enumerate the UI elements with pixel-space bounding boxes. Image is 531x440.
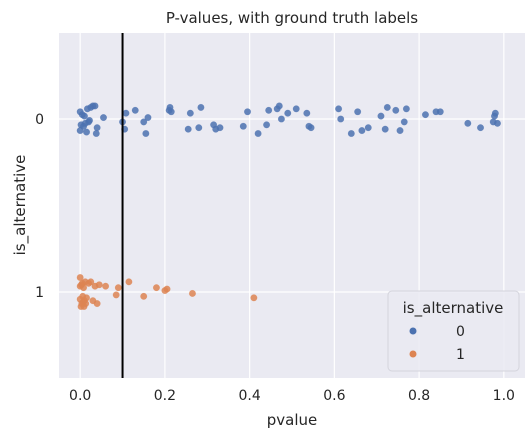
data-point-0 [144, 114, 152, 122]
x-tick-label: 0.0 [69, 388, 91, 404]
data-point-1 [152, 284, 160, 292]
legend-title: is_alternative [403, 299, 504, 318]
data-point-0 [82, 128, 91, 136]
data-point-0 [265, 106, 273, 114]
data-point-0 [421, 111, 429, 119]
data-point-0 [91, 102, 99, 110]
data-point-0 [284, 109, 292, 117]
data-point-0 [347, 129, 355, 138]
data-point-0 [216, 124, 224, 132]
data-point-0 [436, 108, 444, 116]
data-point-0 [93, 124, 101, 132]
x-tick-label: 0.6 [323, 388, 345, 404]
data-point-0 [167, 108, 175, 116]
data-point-1 [87, 278, 95, 286]
data-point-0 [335, 105, 343, 113]
legend-marker-1 [409, 350, 417, 358]
data-point-0 [85, 116, 94, 124]
data-point-0 [307, 124, 315, 132]
data-point-0 [464, 119, 472, 127]
data-point-0 [277, 115, 285, 123]
data-point-0 [243, 108, 252, 116]
data-point-0 [195, 124, 203, 132]
data-point-0 [80, 112, 88, 120]
data-point-1 [188, 289, 196, 298]
data-point-0 [493, 119, 502, 127]
data-point-1 [102, 282, 110, 290]
data-point-0 [303, 109, 311, 117]
data-point-0 [184, 125, 192, 133]
data-point-1 [125, 278, 133, 286]
data-point-0 [354, 108, 362, 116]
data-point-0 [377, 112, 385, 120]
data-point-0 [358, 127, 366, 135]
data-point-0 [337, 115, 345, 123]
data-points [76, 102, 502, 311]
data-point-0 [239, 122, 247, 130]
x-tick-labels: 0.0 0.2 0.4 0.6 0.8 1.0 [69, 388, 515, 404]
data-point-1 [163, 285, 171, 293]
y-tick-labels: 01 [35, 112, 44, 301]
data-point-0 [381, 125, 389, 133]
data-point-1 [114, 284, 122, 292]
data-point-0 [392, 106, 400, 114]
data-point-0 [491, 109, 499, 117]
data-point-0 [364, 124, 372, 132]
data-point-1 [93, 300, 101, 308]
data-point-0 [383, 103, 391, 111]
x-tick-label: 0.8 [408, 388, 430, 404]
x-axis-label: pvalue [267, 411, 318, 429]
chart-title: P-values, with ground truth labels [166, 9, 418, 27]
data-point-0 [400, 118, 408, 126]
x-tick-label: 1.0 [493, 388, 515, 404]
data-point-0 [122, 109, 130, 117]
grid-lines [59, 33, 525, 378]
y-tick-label: 0 [35, 112, 44, 128]
data-point-0 [263, 121, 271, 129]
data-point-0 [131, 106, 139, 114]
y-axis-label: is_alternative [11, 155, 30, 256]
legend-label-0: 0 [456, 324, 465, 340]
x-tick-label: 0.4 [239, 388, 261, 404]
data-point-0 [142, 129, 150, 138]
data-point-0 [402, 105, 410, 113]
data-point-1 [82, 294, 91, 302]
data-point-1 [95, 281, 103, 289]
data-point-0 [275, 102, 283, 110]
y-tick-label: 1 [35, 285, 44, 301]
legend: is_alternative 0 1 [387, 290, 520, 372]
data-point-0 [254, 129, 262, 138]
data-point-1 [112, 291, 120, 299]
data-point-1 [250, 294, 258, 302]
data-point-0 [92, 129, 100, 138]
data-point-0 [186, 109, 194, 117]
legend-marker-0 [409, 327, 417, 335]
data-point-0 [99, 114, 108, 122]
data-point-0 [292, 105, 300, 113]
data-point-1 [82, 300, 90, 308]
legend-box [387, 290, 520, 372]
data-point-0 [197, 103, 205, 111]
data-point-0 [140, 118, 148, 126]
data-point-0 [396, 127, 404, 135]
data-point-0 [476, 124, 485, 132]
x-tick-label: 0.2 [154, 388, 176, 404]
legend-label-1: 1 [456, 347, 465, 363]
data-point-1 [140, 292, 148, 300]
